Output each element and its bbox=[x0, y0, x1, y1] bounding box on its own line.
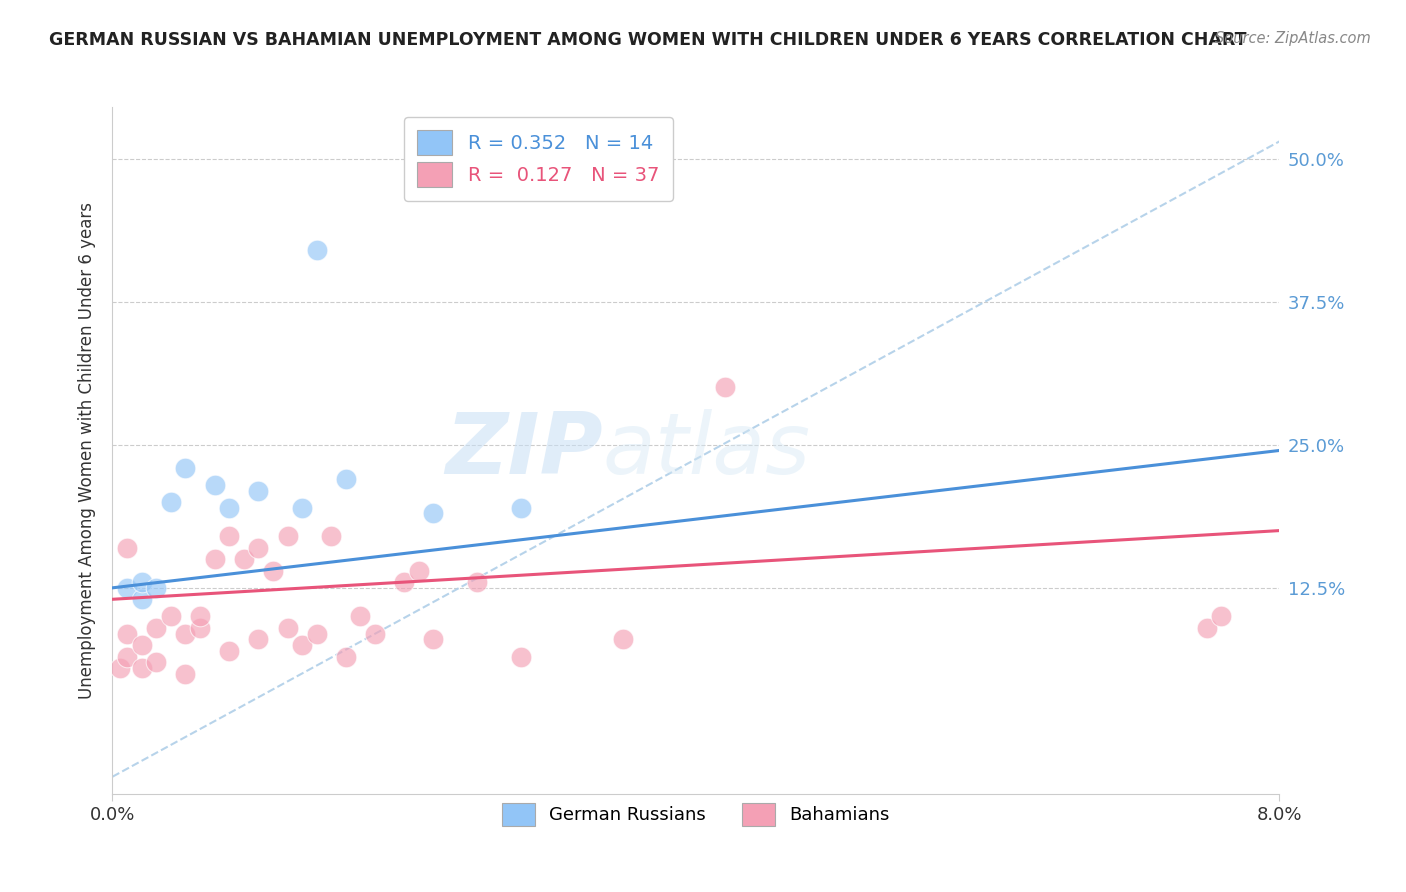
Point bbox=[305, 243, 328, 257]
Point bbox=[305, 626, 328, 640]
Point bbox=[394, 575, 416, 590]
Text: Source: ZipAtlas.com: Source: ZipAtlas.com bbox=[1215, 31, 1371, 46]
Point bbox=[160, 495, 183, 509]
Point bbox=[188, 609, 211, 624]
Point bbox=[108, 661, 131, 675]
Point bbox=[204, 552, 226, 566]
Point bbox=[145, 621, 167, 635]
Point bbox=[218, 529, 240, 543]
Point bbox=[247, 483, 270, 498]
Point bbox=[408, 564, 430, 578]
Point bbox=[276, 621, 298, 635]
Point bbox=[131, 661, 153, 675]
Point bbox=[509, 649, 531, 664]
Point bbox=[145, 581, 167, 595]
Point bbox=[612, 632, 634, 647]
Point bbox=[321, 529, 343, 543]
Legend: German Russians, Bahamians: German Russians, Bahamians bbox=[495, 796, 897, 833]
Point bbox=[335, 649, 357, 664]
Point bbox=[115, 626, 138, 640]
Point bbox=[204, 478, 226, 492]
Point bbox=[422, 507, 444, 521]
Point bbox=[349, 609, 371, 624]
Point bbox=[174, 460, 197, 475]
Point bbox=[174, 626, 197, 640]
Point bbox=[115, 581, 138, 595]
Point bbox=[131, 575, 153, 590]
Point bbox=[247, 541, 270, 555]
Text: ZIP: ZIP bbox=[444, 409, 603, 492]
Point bbox=[115, 541, 138, 555]
Text: GERMAN RUSSIAN VS BAHAMIAN UNEMPLOYMENT AMONG WOMEN WITH CHILDREN UNDER 6 YEARS : GERMAN RUSSIAN VS BAHAMIAN UNEMPLOYMENT … bbox=[49, 31, 1247, 49]
Y-axis label: Unemployment Among Women with Children Under 6 years: Unemployment Among Women with Children U… bbox=[77, 202, 96, 699]
Point bbox=[131, 638, 153, 652]
Point bbox=[465, 575, 488, 590]
Point bbox=[335, 472, 357, 486]
Point bbox=[145, 655, 167, 669]
Point bbox=[188, 621, 211, 635]
Point bbox=[247, 632, 270, 647]
Point bbox=[115, 649, 138, 664]
Point bbox=[276, 529, 298, 543]
Point bbox=[291, 638, 314, 652]
Point bbox=[218, 644, 240, 658]
Point bbox=[218, 500, 240, 515]
Point bbox=[160, 609, 183, 624]
Point bbox=[1195, 621, 1218, 635]
Point bbox=[509, 500, 531, 515]
Point bbox=[131, 592, 153, 607]
Point bbox=[291, 500, 314, 515]
Point bbox=[174, 666, 197, 681]
Point bbox=[232, 552, 254, 566]
Text: atlas: atlas bbox=[603, 409, 811, 492]
Point bbox=[1211, 609, 1233, 624]
Point bbox=[422, 632, 444, 647]
Point bbox=[714, 380, 737, 394]
Point bbox=[364, 626, 387, 640]
Point bbox=[262, 564, 284, 578]
